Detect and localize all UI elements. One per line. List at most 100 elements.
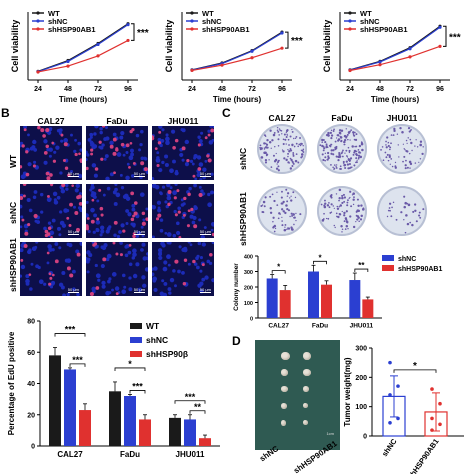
colony bbox=[292, 153, 295, 155]
edu-positive-cell bbox=[74, 211, 79, 215]
nucleus bbox=[141, 275, 146, 280]
edu-positive-cell bbox=[47, 226, 52, 231]
colony bbox=[289, 197, 291, 199]
colony-row-label-2: shHSP90AB1 bbox=[238, 192, 248, 246]
colony bbox=[300, 142, 302, 145]
nucleus bbox=[193, 156, 197, 160]
colony bbox=[404, 149, 406, 151]
colony bbox=[264, 135, 267, 137]
x-tick-label: CAL27 bbox=[268, 323, 289, 330]
colony bbox=[355, 161, 357, 164]
legend-marker bbox=[348, 27, 352, 31]
colony bbox=[290, 212, 293, 215]
edu-positive-cell bbox=[183, 258, 188, 262]
edu-positive-cell bbox=[45, 127, 50, 133]
legend-swatch bbox=[382, 255, 394, 261]
edu-positive-cell bbox=[42, 134, 46, 138]
edu-positive-cell bbox=[204, 136, 208, 140]
nucleus bbox=[115, 192, 121, 198]
edu-col-header-1: CAL27 bbox=[37, 116, 65, 126]
edu-image: 50 μm bbox=[152, 242, 214, 296]
edu-positive-cell bbox=[48, 282, 52, 286]
nucleus bbox=[113, 201, 118, 206]
edu-positive-cell bbox=[115, 292, 119, 296]
nucleus bbox=[130, 148, 134, 153]
nucleus bbox=[111, 272, 117, 277]
nucleus bbox=[130, 152, 135, 157]
colony bbox=[351, 145, 354, 148]
colony bbox=[322, 138, 325, 141]
nucleus bbox=[126, 162, 130, 166]
colony bbox=[406, 150, 409, 153]
edu-positive-cell bbox=[113, 171, 116, 175]
colony bbox=[286, 200, 289, 203]
colony bbox=[290, 199, 293, 202]
nucleus bbox=[100, 245, 105, 249]
nucleus bbox=[175, 221, 180, 226]
x-tick-label: FaDu bbox=[120, 450, 140, 459]
nucleus bbox=[122, 153, 126, 157]
colony bbox=[289, 167, 293, 170]
colony bbox=[418, 211, 421, 214]
nucleus bbox=[69, 169, 74, 174]
colony bbox=[409, 167, 411, 169]
colony bbox=[337, 134, 340, 137]
edu-positive-cell bbox=[187, 209, 191, 213]
colony bbox=[286, 134, 289, 136]
colony bbox=[285, 131, 288, 134]
nucleus bbox=[152, 279, 157, 283]
colony bbox=[328, 206, 331, 209]
colony bbox=[402, 143, 404, 145]
nucleus bbox=[109, 172, 114, 177]
edu-positive-cell bbox=[115, 252, 119, 256]
colony bbox=[264, 196, 267, 199]
data-point bbox=[396, 384, 400, 388]
nucleus bbox=[121, 273, 126, 278]
edu-positive-cell bbox=[172, 145, 176, 150]
nucleus bbox=[204, 275, 209, 280]
colony bbox=[388, 207, 391, 209]
colony bbox=[330, 137, 333, 140]
y-tick-label: 40 bbox=[27, 381, 35, 388]
colony bbox=[348, 151, 351, 154]
nucleus bbox=[124, 253, 129, 258]
nucleus bbox=[86, 150, 88, 155]
colony bbox=[384, 151, 387, 154]
edu-positive-cell bbox=[156, 163, 160, 168]
colony bbox=[350, 205, 353, 208]
nucleus bbox=[155, 158, 161, 163]
nucleus bbox=[198, 218, 202, 222]
nucleus bbox=[198, 162, 204, 167]
data-point bbox=[126, 23, 130, 27]
nucleus bbox=[30, 262, 34, 266]
edu-image: 50 μm bbox=[86, 184, 148, 238]
edu-positive-cell bbox=[174, 213, 178, 217]
legend-marker bbox=[348, 11, 352, 15]
nucleus bbox=[26, 249, 32, 255]
significance-bracket bbox=[174, 400, 206, 404]
edu-positive-cell bbox=[207, 133, 211, 137]
colony bbox=[263, 151, 266, 155]
nucleus bbox=[25, 274, 30, 279]
colony bbox=[289, 215, 291, 218]
nucleus bbox=[169, 277, 175, 283]
colony bbox=[347, 146, 350, 149]
colony bbox=[353, 131, 356, 134]
colony bbox=[403, 219, 405, 221]
nucleus bbox=[128, 262, 133, 267]
edu-positive-cell bbox=[157, 213, 162, 218]
nucleus bbox=[166, 184, 171, 188]
colony bbox=[406, 142, 408, 145]
nucleus bbox=[94, 126, 99, 129]
panel-letter-b: B bbox=[1, 106, 10, 120]
colony bbox=[343, 196, 346, 199]
colony bbox=[405, 159, 407, 162]
colony bbox=[278, 128, 281, 130]
colony bbox=[415, 220, 418, 223]
colony bbox=[352, 131, 355, 134]
data-point bbox=[250, 49, 254, 53]
nucleus bbox=[192, 215, 197, 221]
colony bbox=[286, 228, 288, 230]
colony bbox=[271, 139, 274, 142]
colony bbox=[281, 224, 284, 227]
